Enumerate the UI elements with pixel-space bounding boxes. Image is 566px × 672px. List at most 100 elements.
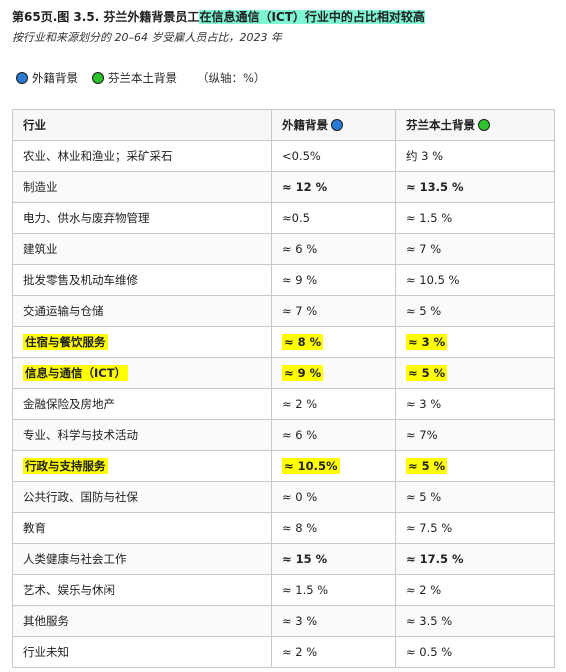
cell-industry: 制造业 — [12, 171, 272, 203]
table-row: 农业、林业和渔业；采矿采石 <0.5% 约 3 % — [12, 140, 555, 172]
cell-foreign: ≈ 1.5 % — [271, 574, 396, 606]
cell-industry: 艺术、娱乐与休闲 — [12, 574, 272, 606]
cell-foreign-text: ≈ 7 % — [282, 304, 318, 318]
legend: 外籍背景 芬兰本土背景 （纵轴：%） — [16, 69, 265, 87]
cell-foreign-text: ≈ 3 % — [282, 614, 318, 628]
cell-native-text: ≈ 1.5 % — [406, 211, 453, 225]
cell-native-text: ≈ 2 % — [406, 583, 442, 597]
legend-item-native: 芬兰本土背景 — [92, 70, 177, 86]
table-row: 人类健康与社会工作 ≈ 15 % ≈ 17.5 % — [12, 543, 555, 575]
cell-foreign: <0.5% — [271, 140, 396, 172]
cell-foreign-text: <0.5% — [282, 149, 321, 163]
cell-industry: 金融保险及房地产 — [12, 388, 272, 420]
cell-native-text: ≈ 3.5 % — [406, 614, 453, 628]
cell-native: ≈ 7% — [395, 419, 555, 451]
header-foreign: 外籍背景 — [271, 109, 396, 141]
header-industry-label: 行业 — [23, 118, 46, 132]
cell-foreign: ≈ 8 % — [271, 512, 396, 544]
table-row: 制造业 ≈ 12 % ≈ 13.5 % — [12, 171, 555, 203]
cell-industry-text: 人类健康与社会工作 — [23, 552, 127, 566]
cell-industry-text: 行政与支持服务 — [23, 458, 108, 474]
cell-native-text: ≈ 5 % — [406, 490, 442, 504]
cell-foreign-text: ≈ 12 % — [282, 180, 328, 194]
cell-native: 约 3 % — [395, 140, 555, 172]
cell-industry-text: 住宿与餐饮服务 — [23, 334, 108, 350]
cell-native: ≈ 5 % — [395, 450, 555, 482]
cell-industry: 交通运输与仓储 — [12, 295, 272, 327]
table-row: 公共行政、国防与社保 ≈ 0 % ≈ 5 % — [12, 481, 555, 513]
cell-native: ≈ 5 % — [395, 295, 555, 327]
green-circle-icon — [92, 72, 104, 84]
cell-foreign-text: ≈ 9 % — [282, 273, 318, 287]
cell-native: ≈ 3.5 % — [395, 605, 555, 637]
cell-industry-text: 农业、林业和渔业；采矿采石 — [23, 149, 173, 163]
page-subtitle: 按行业和来源划分的 20–64 岁受雇人员占比，2023 年 — [12, 31, 282, 44]
cell-foreign-text: ≈ 10.5% — [282, 458, 340, 474]
cell-foreign-text: ≈ 8 % — [282, 334, 324, 350]
cell-industry-text: 批发零售及机动车维修 — [23, 273, 138, 287]
cell-industry-text: 信息与通信（ICT） — [23, 365, 129, 381]
cell-industry: 其他服务 — [12, 605, 272, 637]
cell-industry: 电力、供水与废弃物管理 — [12, 202, 272, 234]
header-industry: 行业 — [12, 109, 272, 141]
cell-industry-text: 交通运输与仓储 — [23, 304, 104, 318]
legend-axis-note: （纵轴：%） — [197, 71, 266, 85]
table-row: 电力、供水与废弃物管理 ≈0.5 ≈ 1.5 % — [12, 202, 555, 234]
cell-industry-text: 金融保险及房地产 — [23, 397, 115, 411]
cell-industry: 批发零售及机动车维修 — [12, 264, 272, 296]
table-body: 农业、林业和渔业；采矿采石 <0.5% 约 3 % 制造业 ≈ 12 % ≈ 13.5 %… — [12, 140, 555, 668]
cell-foreign-text: ≈ 1.5 % — [282, 583, 329, 597]
legend-foreign-label: 外籍背景 — [32, 71, 78, 85]
table-row: 建筑业 ≈ 6 % ≈ 7 % — [12, 233, 555, 265]
cell-native: ≈ 1.5 % — [395, 202, 555, 234]
cell-industry-text: 电力、供水与废弃物管理 — [23, 211, 150, 225]
blue-circle-icon — [16, 72, 28, 84]
cell-foreign-text: ≈ 9 % — [282, 365, 324, 381]
cell-native: ≈ 10.5 % — [395, 264, 555, 296]
cell-foreign: ≈ 2 % — [271, 388, 396, 420]
industry-table: 行业 外籍背景 芬兰本土背景 农业、林业和渔业；采矿采石 <0.5% 约 3 % 制造… — [12, 109, 555, 668]
cell-foreign-text: ≈ 8 % — [282, 521, 318, 535]
cell-native-text: ≈ 7% — [406, 428, 438, 442]
cell-foreign-text: ≈ 15 % — [282, 552, 328, 566]
table-row: 交通运输与仓储 ≈ 7 % ≈ 5 % — [12, 295, 555, 327]
cell-native-text: ≈ 5 % — [406, 304, 442, 318]
cell-industry-text: 专业、科学与技术活动 — [23, 428, 138, 442]
page-title: 第65页.图 3.5. 芬兰外籍背景员工在信息通信（ICT）行业中的占比相对较高 — [12, 8, 425, 26]
table-row: 住宿与餐饮服务 ≈ 8 % ≈ 3 % — [12, 326, 555, 358]
cell-native: ≈ 3 % — [395, 326, 555, 358]
table-row: 其他服务 ≈ 3 % ≈ 3.5 % — [12, 605, 555, 637]
title-highlight: 在信息通信（ICT）行业中的占比相对较高 — [199, 10, 425, 24]
cell-industry: 行政与支持服务 — [12, 450, 272, 482]
cell-native-text: ≈ 0.5 % — [406, 645, 453, 659]
cell-foreign-text: ≈ 2 % — [282, 397, 318, 411]
cell-foreign: ≈ 9 % — [271, 264, 396, 296]
cell-native-text: 约 3 % — [406, 149, 444, 163]
cell-industry-text: 艺术、娱乐与休闲 — [23, 583, 115, 597]
cell-industry-text: 教育 — [23, 521, 46, 535]
cell-native-text: ≈ 7.5 % — [406, 521, 453, 535]
cell-industry: 信息与通信（ICT） — [12, 357, 272, 389]
cell-foreign: ≈ 0 % — [271, 481, 396, 513]
cell-foreign-text: ≈ 2 % — [282, 645, 318, 659]
header-native: 芬兰本土背景 — [395, 109, 555, 141]
table-row: 教育 ≈ 8 % ≈ 7.5 % — [12, 512, 555, 544]
green-circle-icon — [478, 119, 490, 131]
table-row: 行政与支持服务 ≈ 10.5% ≈ 5 % — [12, 450, 555, 482]
table-row: 批发零售及机动车维修 ≈ 9 % ≈ 10.5 % — [12, 264, 555, 296]
cell-foreign: ≈ 7 % — [271, 295, 396, 327]
cell-native: ≈ 17.5 % — [395, 543, 555, 575]
legend-native-label: 芬兰本土背景 — [108, 71, 177, 85]
cell-native-text: ≈ 5 % — [406, 458, 448, 474]
cell-native-text: ≈ 5 % — [406, 365, 448, 381]
header-foreign-label: 外籍背景 — [282, 118, 328, 132]
cell-foreign-text: ≈ 0 % — [282, 490, 318, 504]
cell-foreign: ≈ 9 % — [271, 357, 396, 389]
cell-native-text: ≈ 10.5 % — [406, 273, 460, 287]
cell-native-text: ≈ 13.5 % — [406, 180, 464, 194]
cell-native: ≈ 0.5 % — [395, 636, 555, 668]
cell-foreign: ≈ 3 % — [271, 605, 396, 637]
table-row: 专业、科学与技术活动 ≈ 6 % ≈ 7% — [12, 419, 555, 451]
cell-industry-text: 其他服务 — [23, 614, 69, 628]
